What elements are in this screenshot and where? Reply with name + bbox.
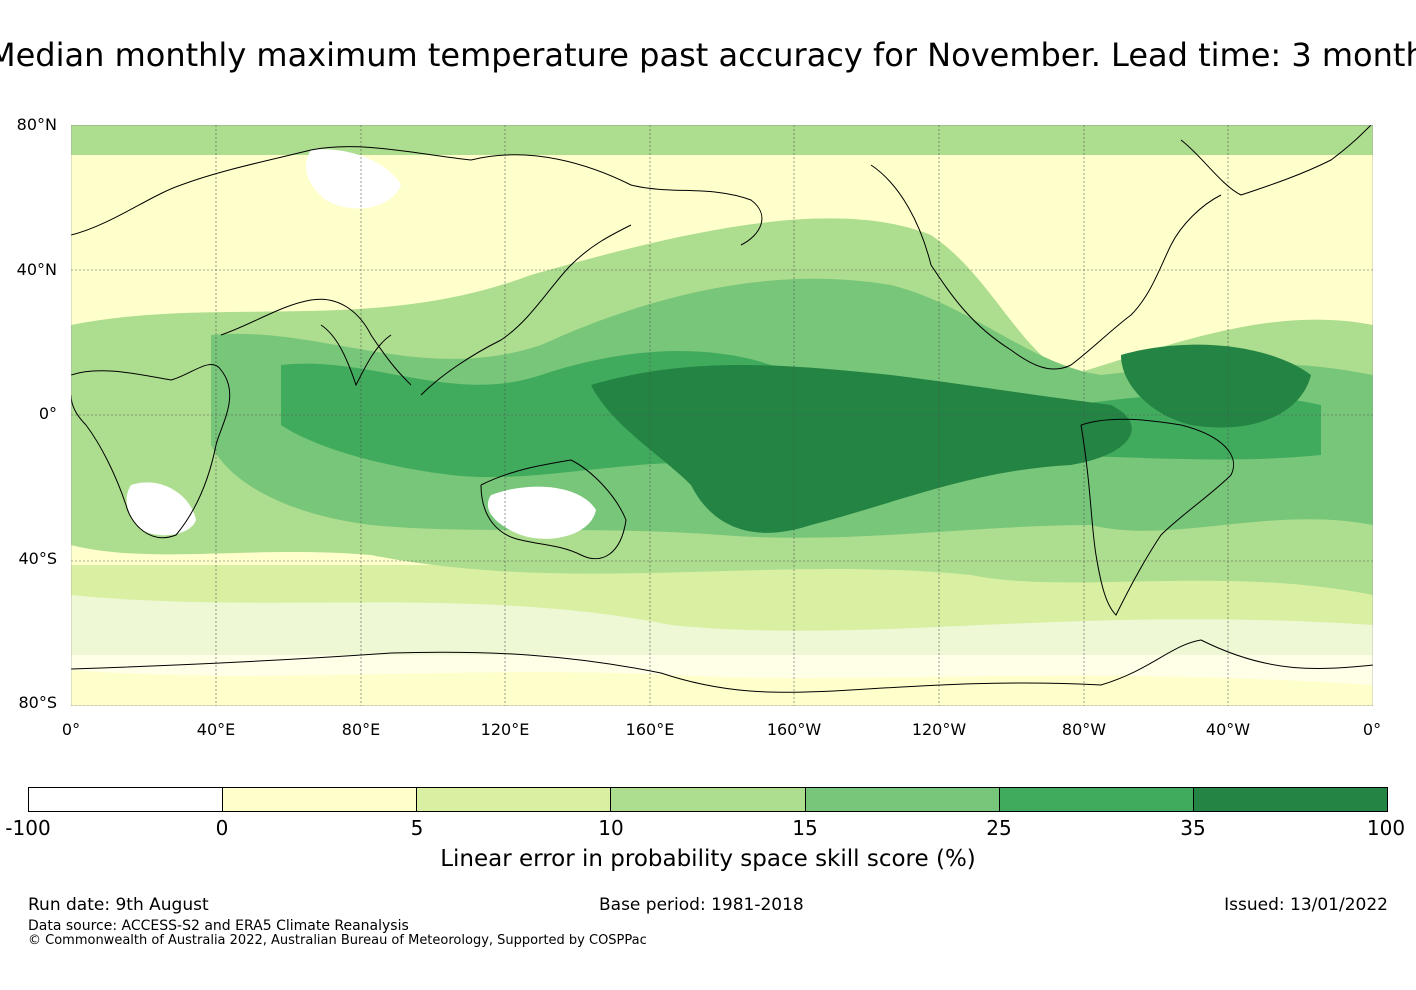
base-period: Base period: 1981-2018 — [599, 895, 804, 915]
skill-score-map — [71, 125, 1373, 706]
lat-label-80s: 80°S — [18, 693, 57, 712]
colorbar-segment-7 — [1193, 788, 1387, 811]
colorbar-tick-25: 25 — [986, 816, 1012, 840]
lon-label-40e: 40°E — [196, 720, 236, 739]
colorbar-label: Linear error in probability space skill … — [440, 846, 976, 872]
run-date: Run date: 9th August — [28, 895, 209, 915]
colorbar-tick-100: 100 — [1366, 816, 1406, 840]
region-low-skill-australia — [487, 486, 596, 539]
data-source: Data source: ACCESS-S2 and ERA5 Climate … — [28, 918, 409, 934]
lat-label-40n: 40°N — [16, 260, 57, 279]
region-low-skill-southern-ocean — [71, 595, 1373, 685]
colorbar-segment-3 — [417, 788, 612, 811]
region-low-skill-south-africa — [126, 482, 196, 536]
copyright: © Commonwealth of Australia 2022, Austra… — [28, 933, 647, 948]
region-arctic-band — [71, 125, 1373, 155]
colorbar-tick-10: 10 — [598, 816, 624, 840]
colorbar-tick-minus100: -100 — [5, 816, 51, 840]
map-title: Median monthly maximum temperature past … — [0, 36, 1416, 74]
colorbar-segment-1 — [29, 788, 224, 811]
lat-label-0: 0° — [38, 404, 57, 423]
lon-label-80w: 80°W — [1061, 720, 1107, 739]
region-very-high-skill-atlantic — [1121, 344, 1311, 428]
colorbar-segment-5 — [805, 788, 1000, 811]
lon-label-120w: 120°W — [911, 720, 967, 739]
colorbar-segment-2 — [223, 788, 418, 811]
colorbar-tick-0: 0 — [215, 816, 229, 840]
lat-label-80n: 80°N — [16, 115, 57, 134]
colorbar-segment-4 — [611, 788, 806, 811]
colorbar-tick-35: 35 — [1180, 816, 1206, 840]
lon-label-0w: 0° — [1362, 720, 1382, 739]
lon-label-160w: 160°W — [766, 720, 822, 739]
gridlines — [71, 125, 1373, 706]
lon-label-160e: 160°E — [625, 720, 675, 739]
lon-label-0e: 0° — [61, 720, 81, 739]
coastlines — [71, 125, 1373, 693]
lon-label-80e: 80°E — [341, 720, 381, 739]
lon-label-40w: 40°W — [1205, 720, 1251, 739]
colorbar-segment-6 — [999, 788, 1194, 811]
lon-label-120e: 120°E — [480, 720, 530, 739]
colorbar-tick-5: 5 — [410, 816, 424, 840]
lat-label-40s: 40°S — [18, 549, 57, 568]
region-very-high-skill-pacific — [591, 365, 1132, 533]
map-svg — [71, 125, 1373, 706]
region-low-skill-scandinavia — [306, 149, 401, 209]
colorbar — [28, 787, 1388, 812]
issued-date: Issued: 13/01/2022 — [1224, 895, 1388, 915]
colorbar-tick-15: 15 — [792, 816, 818, 840]
